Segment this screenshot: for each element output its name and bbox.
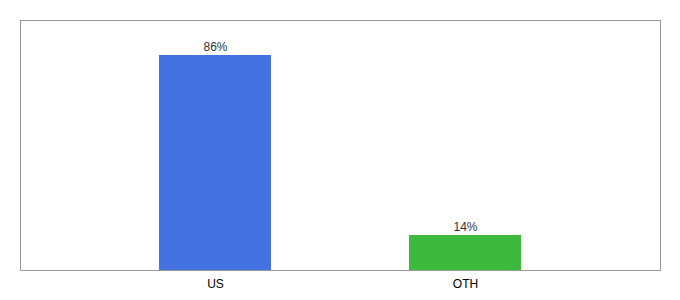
- svg-text:14%: 14%: [453, 220, 477, 234]
- svg-text:US: US: [207, 277, 224, 291]
- svg-text:86%: 86%: [203, 40, 227, 54]
- svg-text:OTH: OTH: [453, 277, 478, 291]
